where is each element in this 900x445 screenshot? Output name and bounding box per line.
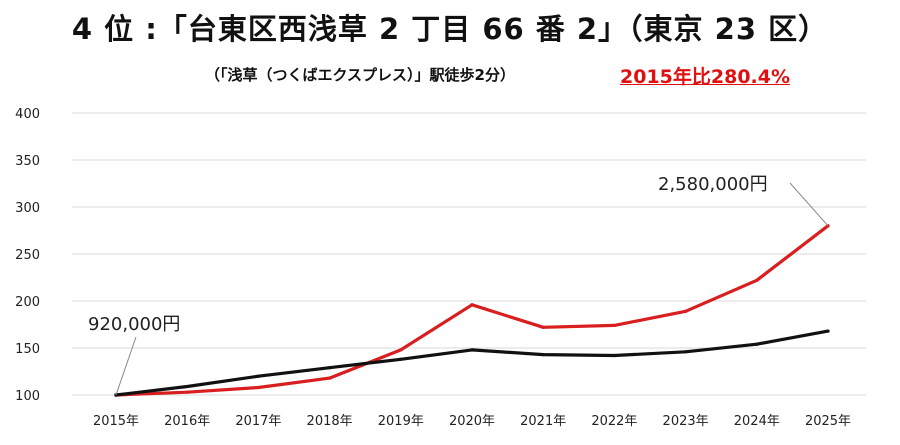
data-point-series-1 — [399, 348, 403, 352]
annotation-leader-line — [115, 336, 137, 396]
x-tick-label: 2020年 — [449, 414, 495, 429]
annotation-label: 2,580,000円 — [658, 174, 768, 195]
data-point-series-2 — [684, 350, 688, 354]
y-tick-label: 200 — [15, 295, 40, 310]
data-point-series-1 — [755, 278, 759, 282]
growth-ratio: 2015年比280.4% — [620, 66, 791, 88]
x-tick-label: 2018年 — [307, 414, 353, 429]
x-tick-label: 2024年 — [734, 414, 780, 429]
data-point-series-2 — [185, 384, 189, 389]
data-point-series-2 — [256, 374, 260, 378]
data-point-series-2 — [755, 342, 759, 346]
data-point-series-1 — [328, 376, 332, 380]
y-tick-label: 100 — [15, 389, 40, 404]
data-point-series-1 — [541, 325, 545, 329]
data-point-series-2 — [470, 348, 474, 352]
data-point-series-1 — [470, 303, 474, 307]
series-line-2 — [114, 329, 830, 397]
y-tick-label: 250 — [15, 248, 40, 263]
x-tick-label: 2022年 — [591, 414, 637, 429]
y-tick-label: 150 — [15, 342, 40, 357]
x-tick-label: 2016年 — [164, 414, 210, 429]
x-tick-label: 2021年 — [520, 414, 566, 429]
x-tick-label: 2015年 — [93, 414, 139, 429]
x-tick-label: 2017年 — [235, 414, 281, 429]
y-tick-label: 300 — [15, 201, 40, 216]
y-tick-label: 350 — [15, 154, 40, 169]
data-point-series-1 — [612, 323, 617, 328]
x-tick-label: 2019年 — [378, 414, 424, 429]
data-point-series-1 — [256, 385, 260, 390]
data-point-series-2 — [541, 352, 545, 357]
data-point-series-2 — [826, 329, 830, 333]
y-tick-label: 400 — [15, 107, 40, 122]
data-point-series-1 — [684, 309, 688, 313]
annotation-leader-line — [789, 182, 829, 227]
series-line-1 — [114, 224, 830, 397]
x-tick-label: 2023年 — [663, 414, 709, 429]
chart-subtitle: （「浅草（つくばエクスプレス）」駅徒歩2分） — [205, 66, 515, 84]
data-point-series-2 — [399, 357, 403, 361]
x-tick-label: 2025年 — [805, 414, 851, 429]
data-point-series-1 — [185, 390, 189, 394]
data-point-series-2 — [612, 353, 617, 358]
data-point-series-2 — [328, 366, 332, 370]
annotation-label: 920,000円 — [88, 314, 180, 335]
chart-title: 4 位 :「台東区西浅草 2 丁目 66 番 2」（東京 23 区） — [71, 12, 829, 46]
